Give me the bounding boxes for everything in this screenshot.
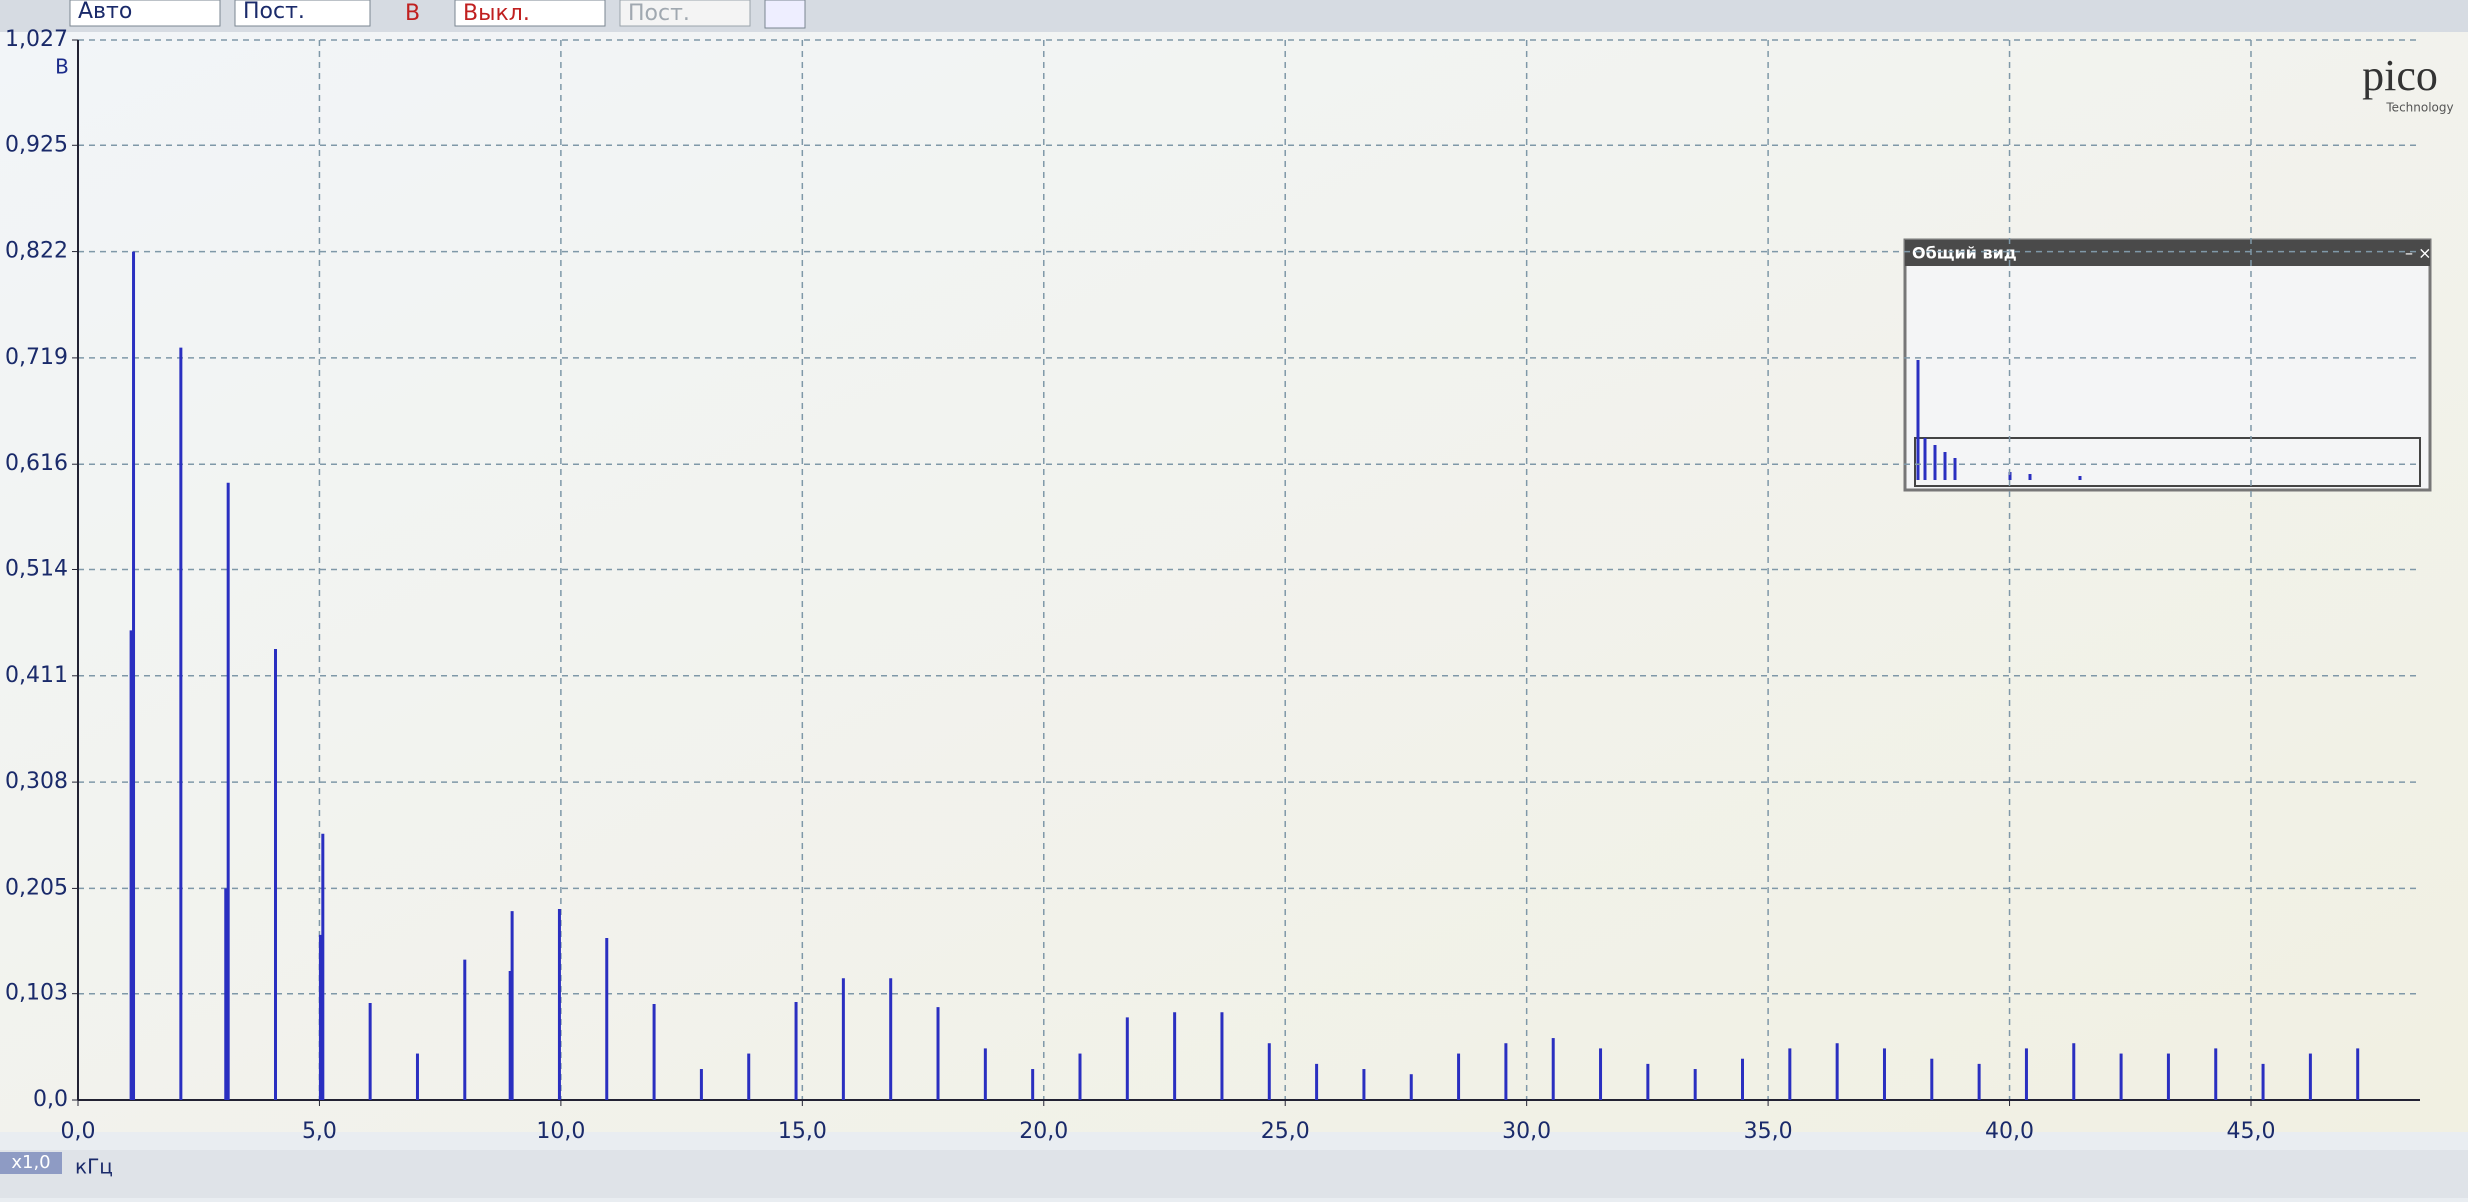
x-unit: кГц	[75, 1155, 113, 1179]
y-tick-label: 1,027	[5, 27, 68, 52]
plot: 0,0 0,103 0,205 0,308 0,411 0,514 0,616 0,719 0,…	[5, 27, 2420, 1144]
x-tick-label: 30,0	[1502, 1119, 1551, 1144]
y-tick-label: 0,0	[33, 1087, 68, 1112]
overview-title: Общий вид	[1912, 244, 2017, 263]
overview-trace	[1916, 360, 2082, 480]
coupling: Пост.	[243, 0, 305, 24]
overview-controls[interactable]: – ×	[2405, 244, 2432, 263]
logo-subtitle: Technology	[2385, 101, 2453, 115]
x-tick-label: 25,0	[1261, 1119, 1310, 1144]
status-bar	[0, 1150, 2468, 1198]
y-tick-label: 0,719	[5, 345, 68, 370]
channel-state: Выкл.	[463, 1, 530, 26]
y-tick-label: 0,616	[5, 451, 68, 476]
x-tick-label: 10,0	[536, 1119, 585, 1144]
y-tick-label: 0,925	[5, 132, 68, 157]
trigger-mode: Авто	[78, 0, 132, 24]
channel-select[interactable]	[454, 0, 606, 27]
y-unit: В	[55, 55, 69, 79]
x-tick-label: 0,0	[61, 1119, 96, 1144]
trigger-select[interactable]	[69, 0, 221, 27]
y-tick-label: 0,308	[5, 769, 68, 794]
y-tick-label: 0,103	[5, 981, 68, 1006]
x-tick-label: 15,0	[778, 1119, 827, 1144]
y-tick-label: 0,411	[5, 663, 68, 688]
x-tick-label: 45,0	[2226, 1119, 2275, 1144]
coupling2: Пост.	[628, 1, 690, 26]
toolbar	[0, 0, 2468, 32]
coupling-select[interactable]	[234, 0, 371, 27]
overview-window	[1903, 238, 2432, 492]
channel: В	[405, 1, 420, 26]
x-tick-label: 40,0	[1985, 1119, 2034, 1144]
y-tick-label: 0,205	[5, 875, 68, 900]
tool-button[interactable]	[764, 0, 806, 29]
logo: pico	[2362, 51, 2438, 100]
overview-viewport[interactable]	[1914, 437, 2421, 487]
y-tick-label: 0,822	[5, 239, 68, 264]
x-tick-label: 5,0	[302, 1119, 337, 1144]
zoom-label: x1,0	[11, 1152, 50, 1173]
overview-titlebar	[1905, 240, 2430, 266]
x-tick-label: 35,0	[1744, 1119, 1793, 1144]
coupling2-select[interactable]	[619, 0, 751, 27]
x-tick-label: 20,0	[1019, 1119, 1068, 1144]
y-tick-label: 0,514	[5, 556, 68, 581]
zoom-box	[0, 1152, 62, 1174]
plot-background	[0, 32, 2468, 1132]
